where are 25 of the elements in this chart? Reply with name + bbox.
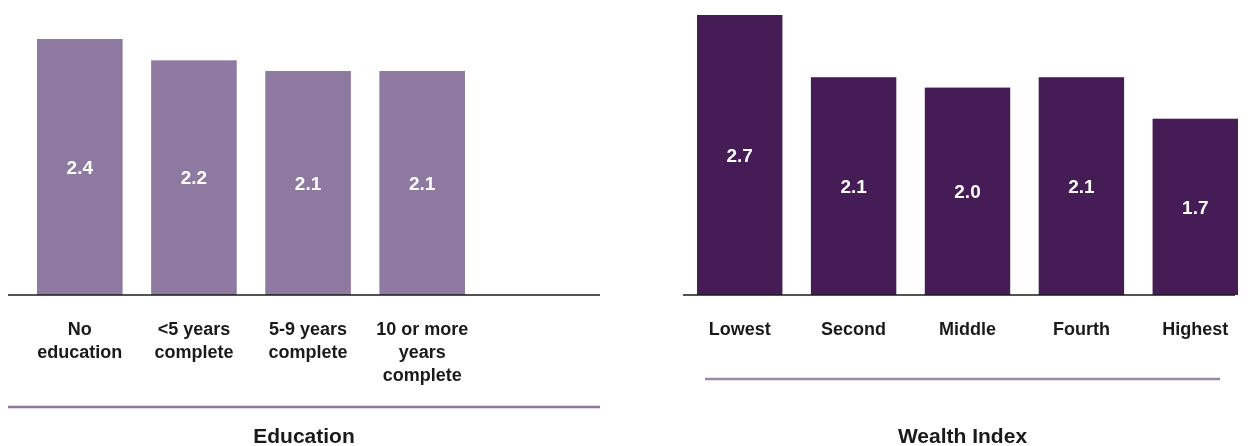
x-tick-label: Fourth xyxy=(1052,319,1110,339)
data-label: 2.1 xyxy=(408,172,436,194)
x-tick-label: Second xyxy=(821,319,887,339)
x-axis-title: Wealth Index xyxy=(897,424,1028,446)
x-tick-label: No education xyxy=(37,319,123,362)
x-axis-title: Education xyxy=(253,424,355,446)
data-label: 2.1 xyxy=(840,175,868,197)
x-tick-label: 5-9 years complete xyxy=(268,319,348,362)
bar xyxy=(1152,118,1238,295)
data-label: 2.2 xyxy=(180,167,208,189)
bar xyxy=(924,87,1011,295)
data-label: 2.1 xyxy=(294,172,322,194)
data-label: 2.1 xyxy=(1068,175,1096,197)
bar xyxy=(810,77,897,295)
x-tick-label: 10 or more years complete xyxy=(376,319,469,385)
data-label: 1.7 xyxy=(1182,196,1209,218)
data-label: 2.4 xyxy=(66,156,94,178)
bar xyxy=(1038,77,1125,295)
data-label: 2.7 xyxy=(726,144,753,166)
bar xyxy=(697,15,783,295)
x-tick-label: Middle xyxy=(939,319,996,339)
x-tick-label: Lowest xyxy=(708,319,771,339)
x-tick-label: Highest xyxy=(1162,319,1229,339)
x-tick-label: <5 years complete xyxy=(154,319,234,362)
data-label: 2.0 xyxy=(954,180,981,202)
